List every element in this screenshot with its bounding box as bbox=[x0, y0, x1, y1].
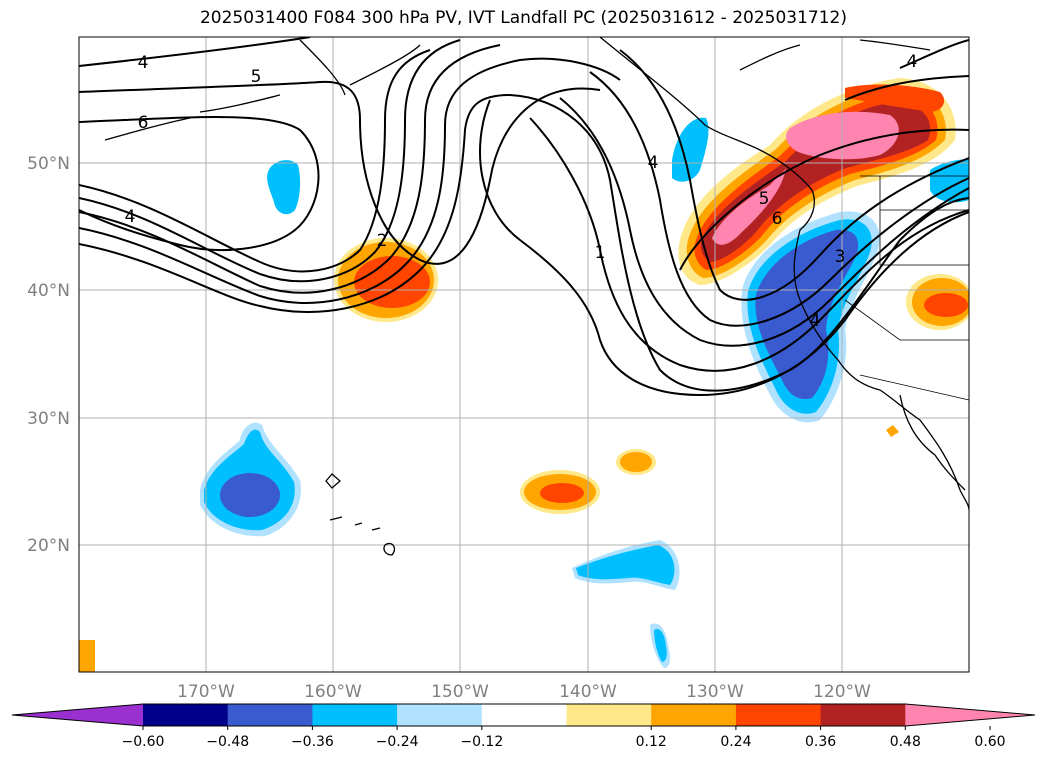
colorbar-tick-label: −0.36 bbox=[291, 734, 334, 750]
coastlines bbox=[104, 37, 969, 556]
colorbar-segment bbox=[481, 704, 567, 726]
latitude-labels: 50°N 40°N 30°N 20°N bbox=[27, 154, 70, 556]
borders bbox=[844, 175, 969, 401]
colorbar-segment bbox=[227, 704, 313, 726]
lon-label: 130°W bbox=[686, 682, 744, 702]
negative-anomaly-hawaii-west bbox=[200, 422, 301, 537]
colorbar-segment bbox=[820, 704, 906, 726]
colorbar-segment bbox=[143, 704, 229, 726]
colorbar: −0.60 −0.48 −0.36 −0.24 −0.12 0.12 0.24 0.36 0.4… bbox=[11, 703, 1036, 750]
lat-label: 50°N bbox=[27, 154, 70, 174]
map-area: 4 5 6 4 2 1 4 4 5 6 3 4 bbox=[79, 37, 969, 672]
colorbar-tick-label: 0.36 bbox=[805, 734, 836, 750]
colorbar-segment bbox=[397, 704, 483, 726]
colorbar-tick-label: −0.12 bbox=[460, 734, 503, 750]
colorbar-tick-label: 0.48 bbox=[890, 734, 921, 750]
colorbar-tick-label: 0.60 bbox=[974, 734, 1005, 750]
contour-label: 6 bbox=[772, 209, 783, 229]
contour-label: 2 bbox=[377, 231, 388, 251]
contour-label: 4 bbox=[138, 53, 149, 73]
colorbar-tick-label: −0.24 bbox=[376, 734, 419, 750]
colorbar-tick-label: 0.24 bbox=[720, 734, 751, 750]
lat-label: 30°N bbox=[27, 409, 70, 429]
contour-labels: 4 5 6 4 2 1 4 4 5 6 3 4 bbox=[125, 52, 918, 331]
map-title: 2025031400 F084 300 hPa PV, IVT Landfall… bbox=[199, 8, 847, 28]
lat-label: 40°N bbox=[27, 281, 70, 301]
lon-label: 140°W bbox=[559, 682, 617, 702]
contour-label: 1 bbox=[595, 243, 606, 263]
colorbar-segment bbox=[566, 704, 652, 726]
negative-anomaly-north-pacific bbox=[267, 160, 301, 215]
pv-contours bbox=[79, 37, 969, 397]
lon-label: 160°W bbox=[304, 682, 362, 702]
colorbar-tick-label: −0.60 bbox=[122, 734, 165, 750]
contour-label: 5 bbox=[251, 67, 262, 87]
negative-anomaly-gulf bbox=[672, 117, 709, 182]
negative-anomaly-south bbox=[572, 159, 969, 668]
lon-label: 170°W bbox=[177, 682, 235, 702]
colorbar-segment bbox=[651, 704, 737, 726]
contour-label: 4 bbox=[125, 207, 136, 227]
colorbar-segment bbox=[735, 704, 822, 726]
contour-label: 4 bbox=[648, 153, 659, 173]
contour-label: 5 bbox=[759, 189, 770, 209]
contour-label: 6 bbox=[138, 113, 149, 133]
contour-label: 3 bbox=[835, 247, 846, 267]
contour-label: 4 bbox=[810, 311, 821, 331]
colorbar-tick-label: 0.12 bbox=[636, 734, 667, 750]
positive-anomaly-subtropics bbox=[79, 274, 969, 672]
colorbar-extend-min bbox=[12, 704, 143, 726]
lat-label: 20°N bbox=[27, 536, 70, 556]
longitude-labels: 170°W 160°W 150°W 140°W 130°W 120°W bbox=[177, 682, 871, 702]
colorbar-segment bbox=[312, 704, 398, 726]
contour-label: 4 bbox=[907, 52, 918, 72]
colorbar-tick-label: −0.48 bbox=[206, 734, 249, 750]
gridlines bbox=[79, 37, 969, 672]
map-frame bbox=[78, 36, 970, 673]
lon-label: 120°W bbox=[813, 682, 871, 702]
lon-label: 150°W bbox=[431, 682, 489, 702]
colorbar-extend-max bbox=[905, 704, 1035, 726]
positive-anomaly-pnw bbox=[678, 78, 956, 285]
